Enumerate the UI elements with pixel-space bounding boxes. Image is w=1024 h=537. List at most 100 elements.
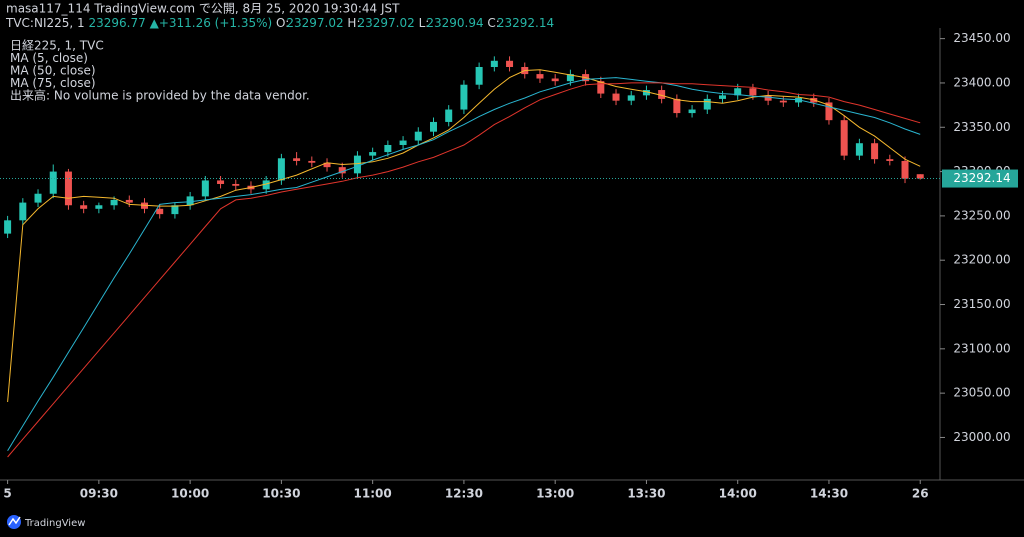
candle-body	[825, 102, 833, 121]
x-tick-label: 14:30	[810, 487, 848, 501]
x-tick-label: 10:30	[262, 487, 300, 501]
candle-body	[764, 95, 772, 101]
x-tick-label: 10:00	[171, 487, 209, 501]
candle-body	[125, 199, 133, 203]
candle-body	[734, 88, 742, 96]
y-tick-label: 23000.00	[953, 430, 1010, 444]
ma-line	[7, 69, 921, 403]
candle-body	[840, 120, 848, 156]
candle-body	[490, 60, 498, 67]
header-quote: TVC:NI225, 1 23296.77 ▲+311.26 (+1.35%) …	[5, 16, 554, 30]
last-price-box	[942, 169, 1018, 188]
candle-body	[293, 158, 301, 161]
candle-body	[597, 81, 605, 94]
candle-body	[110, 199, 118, 206]
candle-body	[445, 109, 453, 122]
candle-body	[703, 98, 711, 110]
candle-body	[95, 205, 103, 209]
candle-body	[658, 90, 666, 99]
c-label: C:	[487, 16, 499, 30]
candle-body	[429, 121, 437, 132]
y-tick-label: 23450.00	[953, 31, 1010, 45]
arrow: ▲	[150, 16, 160, 30]
candle-body	[156, 208, 164, 215]
last-price: 23296.77	[88, 16, 145, 30]
brand: TradingView	[24, 518, 85, 529]
candle-body	[779, 100, 787, 103]
h-value: 23297.02	[358, 16, 415, 30]
x-tick-label: 14:00	[719, 487, 757, 501]
candle-body	[308, 160, 316, 163]
change: +311.26 (+1.35%)	[159, 16, 272, 30]
h-label: H:	[347, 16, 360, 30]
candle-body	[384, 144, 392, 153]
legend-entry: 日経225, 1, TVC	[10, 39, 104, 53]
y-tick-label: 23050.00	[953, 386, 1010, 400]
candle-body	[201, 180, 209, 197]
ma-line	[7, 82, 921, 458]
x-tick-label: 26	[912, 487, 929, 501]
x-tick-label: 09:30	[80, 487, 118, 501]
candle-body	[34, 193, 42, 203]
candle-body	[19, 202, 27, 221]
y-tick-label: 23100.00	[953, 341, 1010, 355]
candle-body	[871, 143, 879, 160]
candle-body	[612, 93, 620, 101]
candle-body	[916, 174, 924, 179]
candle-body	[217, 180, 225, 184]
candle-body	[277, 158, 285, 181]
y-tick-label: 23400.00	[953, 75, 1010, 89]
candle-body	[323, 162, 331, 168]
candle-body	[399, 140, 407, 145]
candle-body	[186, 196, 194, 206]
logo-glyph	[8, 516, 21, 526]
symbol: TVC:NI225, 1	[5, 16, 85, 30]
x-tick-label: 13:30	[627, 487, 665, 501]
ma-line	[7, 77, 921, 452]
x-tick-label: 12:30	[445, 487, 483, 501]
legend-entry: 出来高: No volume is provided by the data v…	[10, 88, 310, 103]
plot	[4, 56, 924, 458]
candle-body	[673, 98, 681, 114]
candle-body	[49, 171, 57, 194]
o-label: O:	[276, 16, 289, 30]
candle-body	[688, 109, 696, 114]
header-line: masa117_114 TradingView.com で公開, 8月 25, …	[6, 2, 400, 16]
candle-body	[642, 90, 650, 96]
candle-body	[4, 220, 12, 234]
x-tick-label: 11:00	[354, 487, 392, 501]
candle-body	[886, 159, 894, 161]
l-value: 23290.94	[426, 16, 483, 30]
c-value: 23292.14	[497, 16, 554, 30]
candle-body	[749, 88, 757, 96]
logo: TradingView	[7, 515, 85, 529]
o-value: 23297.02	[286, 16, 343, 30]
legend-entry: MA (75, close)	[10, 76, 96, 90]
l-label: L:	[419, 16, 430, 30]
candle-body	[460, 84, 468, 110]
candle-body	[171, 205, 179, 215]
candle-body	[64, 171, 72, 206]
candle-body	[566, 74, 574, 82]
candle-body	[718, 95, 726, 99]
x-tick-label: 13:00	[536, 487, 574, 501]
legend-entry: MA (5, close)	[10, 51, 88, 65]
candle-body	[627, 95, 635, 101]
candle-body	[901, 160, 909, 179]
y-tick-label: 23250.00	[953, 208, 1010, 222]
legend-entry: MA (50, close)	[10, 64, 96, 78]
candle-body	[353, 155, 361, 174]
candle-body	[232, 183, 240, 186]
candle-body	[338, 167, 346, 174]
candle-body	[536, 74, 544, 79]
y-tick-label: 23150.00	[953, 297, 1010, 311]
candle-body	[551, 78, 559, 82]
y-tick-label: 23350.00	[953, 120, 1010, 134]
y-tick-label: 23200.00	[953, 253, 1010, 267]
last-price-label: 23292.14	[953, 171, 1010, 185]
candle-body	[414, 131, 422, 141]
candle-body	[80, 205, 88, 209]
candle-body	[855, 143, 863, 156]
